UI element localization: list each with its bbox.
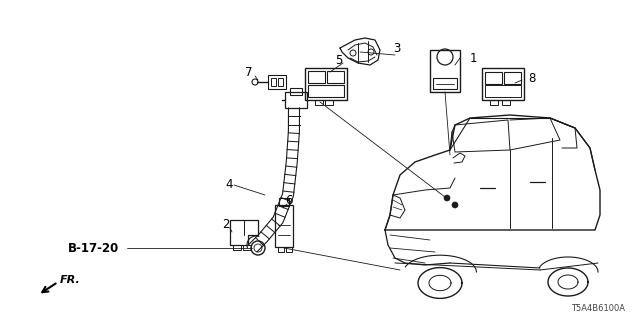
Bar <box>433 78 457 89</box>
Bar <box>327 71 344 83</box>
Text: 6: 6 <box>285 194 292 206</box>
Bar <box>504 72 521 84</box>
Text: T5A4B6100A: T5A4B6100A <box>571 304 625 313</box>
Text: FR.: FR. <box>60 275 81 285</box>
Bar <box>482 68 524 100</box>
Bar <box>278 247 284 252</box>
Text: 3: 3 <box>393 42 401 54</box>
Bar <box>502 100 510 105</box>
Text: B-17-20: B-17-20 <box>68 242 119 254</box>
Bar <box>275 205 293 247</box>
Text: 4: 4 <box>225 179 232 191</box>
Text: 1: 1 <box>470 52 477 65</box>
Text: 8: 8 <box>528 71 536 84</box>
Text: 7: 7 <box>245 66 253 78</box>
Bar <box>315 100 323 105</box>
Bar <box>485 72 502 84</box>
Text: 5: 5 <box>335 53 342 67</box>
Bar <box>490 100 498 105</box>
Bar <box>243 245 251 250</box>
Bar <box>308 85 344 97</box>
Bar <box>430 50 460 92</box>
Bar <box>278 78 283 86</box>
Bar <box>286 247 292 252</box>
Text: 2: 2 <box>222 219 230 231</box>
Bar <box>268 75 286 89</box>
Bar <box>271 78 276 86</box>
Bar <box>325 100 333 105</box>
Bar <box>308 71 325 83</box>
Bar <box>485 85 521 97</box>
Bar <box>233 245 241 250</box>
Bar <box>305 68 347 100</box>
Circle shape <box>452 202 458 208</box>
Bar <box>285 92 307 108</box>
Circle shape <box>444 195 450 201</box>
Bar <box>279 198 289 206</box>
Bar <box>290 88 302 95</box>
